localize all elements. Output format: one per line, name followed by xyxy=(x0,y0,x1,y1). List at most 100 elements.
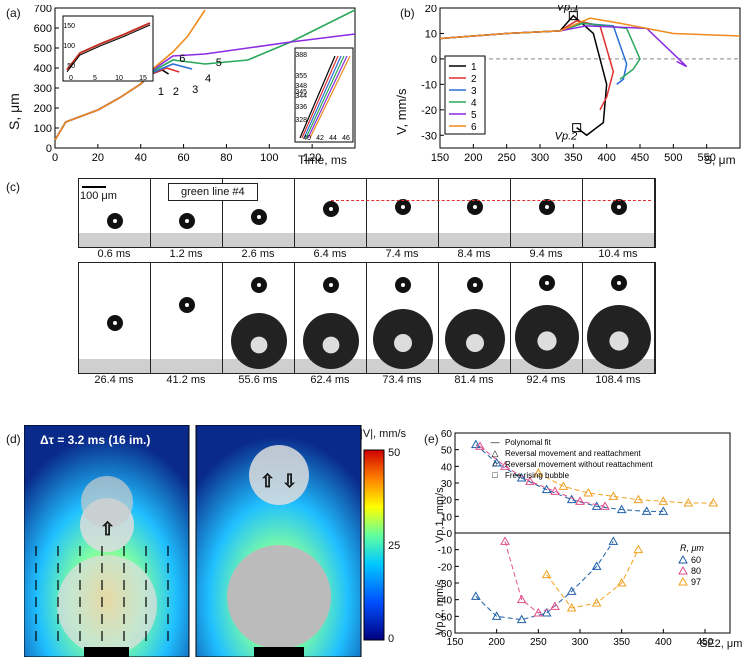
panel-e-ylabel-top-wrap: Vp,1, mm/s xyxy=(432,465,452,545)
x-tick-label: 80 xyxy=(220,152,232,164)
bubble-highlight xyxy=(257,283,261,287)
inset-right-line xyxy=(301,55,339,139)
time-label: 9.4 ms xyxy=(529,248,563,260)
point-top-60 xyxy=(658,506,669,515)
bubble-highlight xyxy=(617,205,621,209)
time-label: 8.4 ms xyxy=(457,248,491,260)
frame-row2-1 xyxy=(151,263,223,373)
y-tick-label-top: 60 xyxy=(441,429,453,440)
point-top-80 xyxy=(525,476,535,485)
time-label: 26.4 ms xyxy=(94,374,134,386)
legend-label-3: Free rising bubble xyxy=(505,471,570,480)
large-bubble-core xyxy=(250,336,268,354)
panel-a-ylabel-wrap: S, μm xyxy=(2,60,32,140)
r-legend-marker-60 xyxy=(678,554,688,564)
point-top-60 xyxy=(516,472,527,482)
frame-art xyxy=(79,213,150,247)
arrow-down-right-icon: ⇩ xyxy=(282,471,297,491)
frame-row1-0 xyxy=(79,179,151,247)
inset-right-line xyxy=(305,55,345,139)
inset-left-curve xyxy=(66,22,151,71)
point-bottom-60 xyxy=(491,611,502,620)
y-tick-label: 600 xyxy=(34,23,52,35)
panel-e-ylabel-top: Vp,1, mm/s xyxy=(434,487,446,543)
substrate xyxy=(223,233,294,247)
y-tick-label: 100 xyxy=(34,123,52,135)
y-tick-label-top: 50 xyxy=(441,446,453,457)
x-tick-label: 100 xyxy=(260,152,278,164)
frame-art xyxy=(151,213,222,247)
point-bottom-80 xyxy=(516,594,527,604)
panel-c-row2 xyxy=(78,262,656,374)
frame-art xyxy=(583,275,654,373)
point-top-97 xyxy=(633,494,644,504)
time-label: 73.4 ms xyxy=(382,374,422,386)
r-legend-label-97: 97 xyxy=(691,577,701,587)
inset-right-line xyxy=(307,55,348,139)
colorbar-tick-50: 50 xyxy=(388,447,401,459)
point-top-97 xyxy=(608,491,619,500)
scale-bar xyxy=(82,186,106,188)
frame-art xyxy=(367,277,438,373)
x-tick-label: 350 xyxy=(613,637,630,648)
r-legend-title: R, μm xyxy=(680,543,704,553)
frame-art xyxy=(295,277,366,373)
frame-row2-5 xyxy=(439,263,511,373)
frame-art xyxy=(511,199,582,247)
substrate xyxy=(583,233,654,247)
inset-right-ytick: 328 xyxy=(295,117,307,124)
x-tick-label: 150 xyxy=(447,637,464,648)
panel-e-label: (e) xyxy=(424,432,439,446)
legend-label-1: 1 xyxy=(471,62,477,73)
frame-art xyxy=(583,199,654,247)
inset-right-xtick: 42 xyxy=(316,135,324,142)
r-legend-label-80: 80 xyxy=(691,566,701,576)
y-tick-label: -20 xyxy=(421,105,437,117)
point-top-97 xyxy=(533,467,544,477)
y-tick-label: 500 xyxy=(34,43,52,55)
point-top-80 xyxy=(550,486,560,495)
fit-top-80 xyxy=(479,445,606,507)
point-top-97 xyxy=(658,496,669,505)
bubble-right-lower xyxy=(227,545,331,649)
bubble-highlight xyxy=(185,219,189,223)
x-tick-label: 300 xyxy=(531,152,549,164)
frame-row1-3 xyxy=(295,179,367,247)
inset-left-ytick: 50 xyxy=(67,63,75,70)
frame-art xyxy=(223,209,294,247)
inset-left-frame xyxy=(62,15,154,82)
time-label: 0.6 ms xyxy=(97,248,131,260)
legend-label-3: 3 xyxy=(471,86,477,97)
inset-right-ytick: 348 xyxy=(295,83,307,90)
time-label: 10.4 ms xyxy=(598,248,638,260)
inset-right-xtick: 40 xyxy=(303,135,311,142)
time-label: 2.6 ms xyxy=(241,248,275,260)
panel-e-chart: 10 20 30 40 50 60 -60 -50 -40 -30 -20 -10 0 150 200 250… xyxy=(438,429,731,648)
point-bottom-97 xyxy=(616,577,627,587)
frame-art xyxy=(79,315,150,373)
point-bottom-60 xyxy=(591,561,602,570)
bubble-highlight xyxy=(473,205,477,209)
x-tick-label: 250 xyxy=(530,637,547,648)
frame-art xyxy=(367,199,438,247)
y-tick-label-bottom: -60 xyxy=(438,629,453,640)
inset-right-ytick: 344 xyxy=(295,93,307,100)
x-tick-label: 350 xyxy=(564,152,582,164)
bubble-highlight xyxy=(473,283,477,287)
legend-label-5: 5 xyxy=(471,110,477,121)
x-tick-label: 120 xyxy=(303,152,321,164)
time-label: 6.4 ms xyxy=(313,248,347,260)
point-bottom-60 xyxy=(566,586,577,595)
bubble-right-upper xyxy=(249,445,309,505)
y-tick-label: 400 xyxy=(34,63,52,75)
panel-b-label: (b) xyxy=(400,6,415,20)
r-legend-marker-80 xyxy=(678,565,688,575)
legend-label-1: Reversal movement and reattachment xyxy=(505,449,641,458)
point-top-80 xyxy=(500,461,510,470)
x-tick-label: 550 xyxy=(697,152,715,164)
inset-right-ytick: 388 xyxy=(295,52,307,59)
bubble-highlight xyxy=(329,283,333,287)
substrate xyxy=(511,233,582,247)
